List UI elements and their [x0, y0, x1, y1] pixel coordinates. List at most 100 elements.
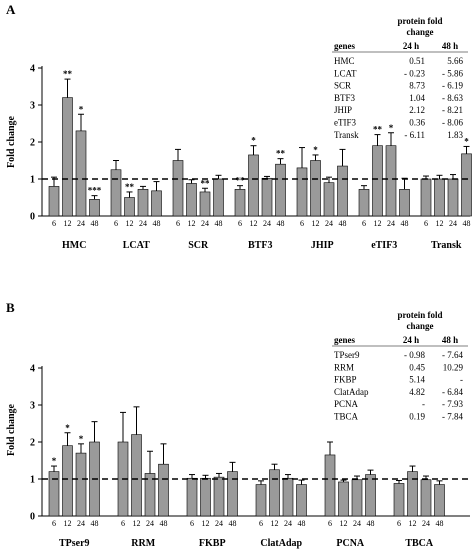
bar	[351, 479, 363, 517]
x-tick-label: 48	[153, 219, 161, 228]
table-value-48h: 1.83	[447, 130, 463, 140]
table-gene: JHIP	[334, 105, 352, 115]
x-tick-label: 24	[215, 519, 223, 528]
x-tick-label: 24	[139, 219, 147, 228]
x-tick-label: 6	[114, 219, 118, 228]
table-gene: ClatAdap	[334, 387, 369, 397]
x-tick-label: 12	[202, 519, 210, 528]
bar	[255, 484, 267, 517]
group-label: TBCA	[405, 538, 434, 549]
bar	[358, 189, 370, 217]
y-tick-label: 4	[30, 364, 35, 375]
x-tick-label: 6	[328, 519, 332, 528]
significance-label: **	[125, 182, 135, 192]
bar	[447, 178, 459, 217]
panel-a-ylabel: Fold change	[6, 115, 17, 168]
bar	[213, 476, 225, 517]
x-tick-label: 6	[397, 519, 401, 528]
table-gene: PCNA	[334, 399, 359, 409]
x-tick-label: 6	[238, 219, 242, 228]
bar	[365, 474, 376, 517]
significance-label: **	[373, 125, 383, 135]
panel-b-table: protein fold change genes 24 h 48 h TPse…	[332, 310, 468, 422]
y-tick-label: 2	[30, 138, 35, 149]
table-b-header-24h: 24 h	[403, 335, 419, 345]
significance-label: *	[65, 423, 70, 433]
group-label: Transk	[431, 240, 462, 251]
table-gene: LCAT	[334, 68, 357, 78]
bar	[137, 189, 149, 217]
x-tick-label: 12	[409, 519, 417, 528]
table-value-24h: 0.36	[409, 118, 425, 128]
bar	[324, 454, 336, 517]
table-a-title-line1: protein fold	[397, 16, 442, 26]
y-tick-label: 3	[30, 101, 35, 112]
x-tick-label: 6	[176, 219, 180, 228]
table-value-24h: 0.45	[409, 362, 425, 372]
bar	[62, 445, 73, 517]
x-tick-label: 48	[339, 219, 347, 228]
table-b-rows: TPser9 - 0.98 - 7.64 RRM 0.45 10.29 FKBP 5.14 - C…	[334, 350, 464, 422]
bar	[131, 434, 142, 517]
significance-label: **	[276, 149, 286, 159]
x-tick-label: 6	[362, 219, 366, 228]
bar	[213, 178, 224, 217]
bar	[158, 463, 169, 517]
bar	[399, 189, 410, 217]
table-value-24h: - 6.11	[404, 130, 425, 140]
x-tick-label: 6	[121, 519, 125, 528]
panel-b-ylabel: Fold change	[6, 403, 17, 456]
group-label: BTF3	[248, 240, 272, 251]
group-label: eTIF3	[371, 240, 397, 251]
bar	[172, 160, 184, 217]
y-tick-label: 0	[30, 212, 35, 223]
x-tick-label: 6	[52, 219, 56, 228]
bar	[337, 165, 348, 217]
bar	[48, 186, 60, 217]
x-tick-label: 48	[160, 519, 168, 528]
x-tick-label: 12	[126, 219, 134, 228]
x-tick-label: 12	[64, 519, 72, 528]
table-value-24h: 8.73	[409, 81, 425, 91]
bar	[234, 189, 246, 217]
bar	[393, 483, 405, 517]
table-a-title-line2: change	[407, 27, 434, 37]
group-label: TPser9	[59, 538, 90, 549]
table-b-title-line2: change	[407, 321, 434, 331]
significance-label: *	[251, 136, 256, 146]
table-value-48h: - 7.64	[442, 350, 463, 360]
bar	[434, 484, 445, 517]
table-gene: FKBP	[334, 375, 357, 385]
group-label: SCR	[188, 240, 209, 251]
x-tick-label: 12	[64, 219, 72, 228]
table-value-48h: - 7.84	[442, 412, 463, 422]
significance-label: **	[201, 178, 211, 188]
table-gene: TPser9	[334, 350, 360, 360]
bar	[420, 479, 432, 517]
table-value-24h: 1.04	[409, 93, 425, 103]
x-tick-label: 12	[250, 219, 258, 228]
table-gene: RRM	[334, 362, 354, 372]
significance-label: ***	[88, 186, 102, 196]
x-tick-label: 6	[52, 519, 56, 528]
x-tick-label: 12	[374, 219, 382, 228]
bar	[372, 145, 383, 217]
table-value-24h: 5.14	[409, 375, 425, 385]
table-gene: Transk	[334, 130, 359, 140]
y-tick-label: 0	[30, 512, 35, 523]
table-value-24h: 0.51	[409, 56, 425, 66]
bar	[282, 477, 294, 517]
table-a-header-genes: genes	[334, 41, 355, 51]
bar	[200, 477, 211, 517]
x-tick-label: 24	[449, 219, 457, 228]
group-label: ClatAdap	[260, 538, 302, 549]
bar	[261, 177, 273, 217]
bar	[144, 473, 156, 517]
x-tick-label: 6	[259, 519, 263, 528]
x-tick-label: 24	[422, 519, 430, 528]
x-tick-label: 24	[263, 219, 271, 228]
significance-label: *	[52, 456, 57, 466]
x-tick-label: 6	[190, 519, 194, 528]
